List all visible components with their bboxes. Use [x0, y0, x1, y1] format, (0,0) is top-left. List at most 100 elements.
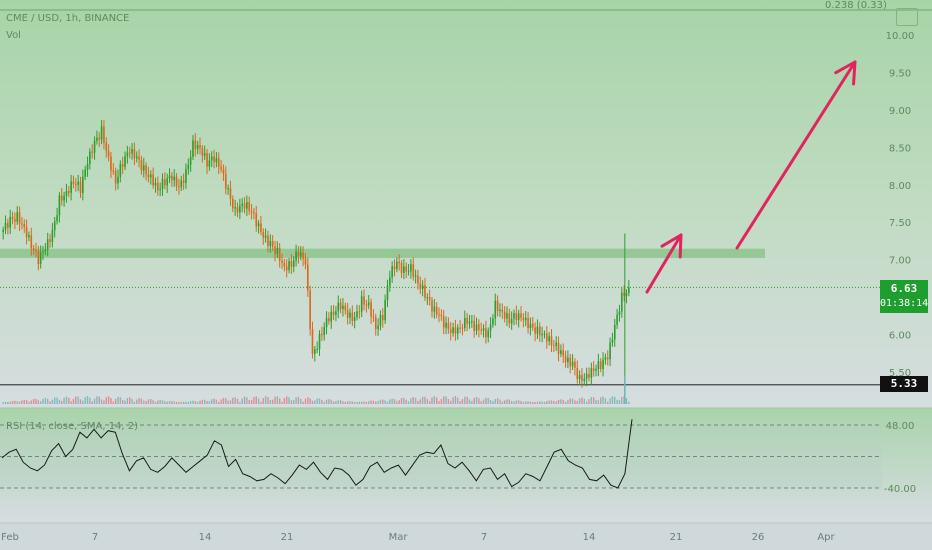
volume-bar	[405, 399, 407, 404]
volume-bar	[286, 396, 288, 404]
candle-body	[461, 327, 464, 329]
candle-body	[7, 222, 9, 228]
candle-body	[178, 186, 180, 188]
candle-body	[159, 188, 161, 191]
candle-body	[72, 181, 75, 185]
candle-body	[496, 300, 499, 311]
candle-body	[529, 323, 532, 329]
price-tick-label: 6.00	[889, 331, 911, 342]
volume-bar	[576, 400, 578, 404]
volume-bar	[124, 400, 126, 404]
volume-bar	[203, 399, 206, 404]
volume-bar	[145, 401, 147, 404]
rsi-line	[1, 419, 633, 489]
candle-body	[250, 211, 253, 213]
candle-body	[243, 203, 246, 209]
volume-bar	[475, 396, 478, 404]
volume-bar	[138, 398, 140, 404]
candle-body	[314, 349, 316, 354]
volume-bar	[546, 401, 548, 404]
candle-body	[241, 203, 244, 206]
candle-body	[309, 290, 311, 330]
candle-body	[581, 375, 583, 381]
candle-body	[4, 222, 7, 230]
volume-bar	[527, 401, 529, 404]
candle-body	[515, 313, 518, 320]
candle-body	[365, 304, 368, 306]
volume-bar	[96, 396, 98, 404]
candle-body	[189, 156, 192, 165]
volume-bar	[100, 399, 103, 404]
candle-body	[56, 215, 58, 222]
candle-body	[400, 263, 403, 273]
volume-bar	[353, 401, 356, 404]
volume-bar	[330, 399, 332, 404]
volume-bar	[147, 399, 150, 404]
candle-body	[356, 311, 358, 318]
candle-body	[67, 191, 70, 193]
volume-bar	[274, 396, 276, 404]
candle-body	[30, 235, 33, 249]
volume-bar	[213, 398, 215, 404]
volume-bar	[485, 397, 487, 404]
volume-bar	[112, 401, 115, 404]
volume-bar	[466, 396, 468, 404]
volume-bar	[143, 400, 145, 404]
volume-bar	[25, 400, 28, 404]
volume-bar	[513, 401, 515, 404]
annotation-arrows	[645, 60, 857, 294]
candle-body	[147, 174, 150, 178]
volume-bar	[42, 398, 44, 404]
candle-body	[351, 312, 354, 321]
volume-bar	[54, 397, 56, 404]
candle-body	[199, 145, 201, 149]
volume-bar	[307, 397, 309, 404]
candle-body	[192, 140, 194, 157]
candle-body	[311, 329, 314, 354]
candle-body	[386, 285, 389, 301]
candle-body	[576, 367, 579, 379]
volume-bar	[278, 398, 281, 404]
candle-body	[264, 235, 267, 238]
volume-bar	[438, 400, 440, 404]
candle-body	[229, 188, 232, 199]
volume-bar	[75, 396, 77, 404]
candle-body	[267, 235, 269, 246]
volume-bar	[276, 396, 279, 404]
volume-bar	[65, 396, 68, 404]
candle-body	[227, 188, 229, 190]
rsi-legend[interactable]: RSI (14, close, SMA, 14, 2)	[6, 421, 139, 432]
volume-bar	[72, 398, 75, 404]
candle-body	[278, 248, 281, 261]
price-tick-label: 8.00	[889, 181, 911, 192]
volume-bar	[271, 399, 274, 404]
volume-bar	[433, 396, 436, 404]
candle-body	[628, 287, 630, 294]
volume-bar	[417, 400, 419, 404]
candle-body	[623, 292, 625, 296]
volume-bar	[473, 397, 475, 404]
candle-body	[255, 213, 258, 227]
candle-body	[428, 297, 431, 301]
candle-body	[274, 246, 276, 254]
candle-body	[534, 327, 536, 334]
candle-body	[325, 318, 328, 328]
settings-icon[interactable]	[896, 8, 918, 26]
volume-bar	[557, 399, 560, 404]
volume-bar	[520, 400, 522, 404]
volume-bar	[243, 396, 246, 404]
volume-bar	[492, 401, 494, 404]
candle-body	[417, 275, 419, 284]
candle-body	[384, 300, 386, 321]
candle-body	[157, 182, 159, 191]
candle-body	[564, 355, 567, 363]
candle-body	[318, 333, 321, 349]
candle-body	[166, 178, 169, 186]
candle-body	[302, 252, 304, 259]
symbol-title[interactable]: CME / USD, 1h, BINANCE	[6, 13, 130, 24]
candle-body	[424, 285, 426, 298]
volume-bar	[403, 397, 405, 404]
candle-body	[222, 169, 225, 174]
candle-body	[201, 148, 204, 156]
